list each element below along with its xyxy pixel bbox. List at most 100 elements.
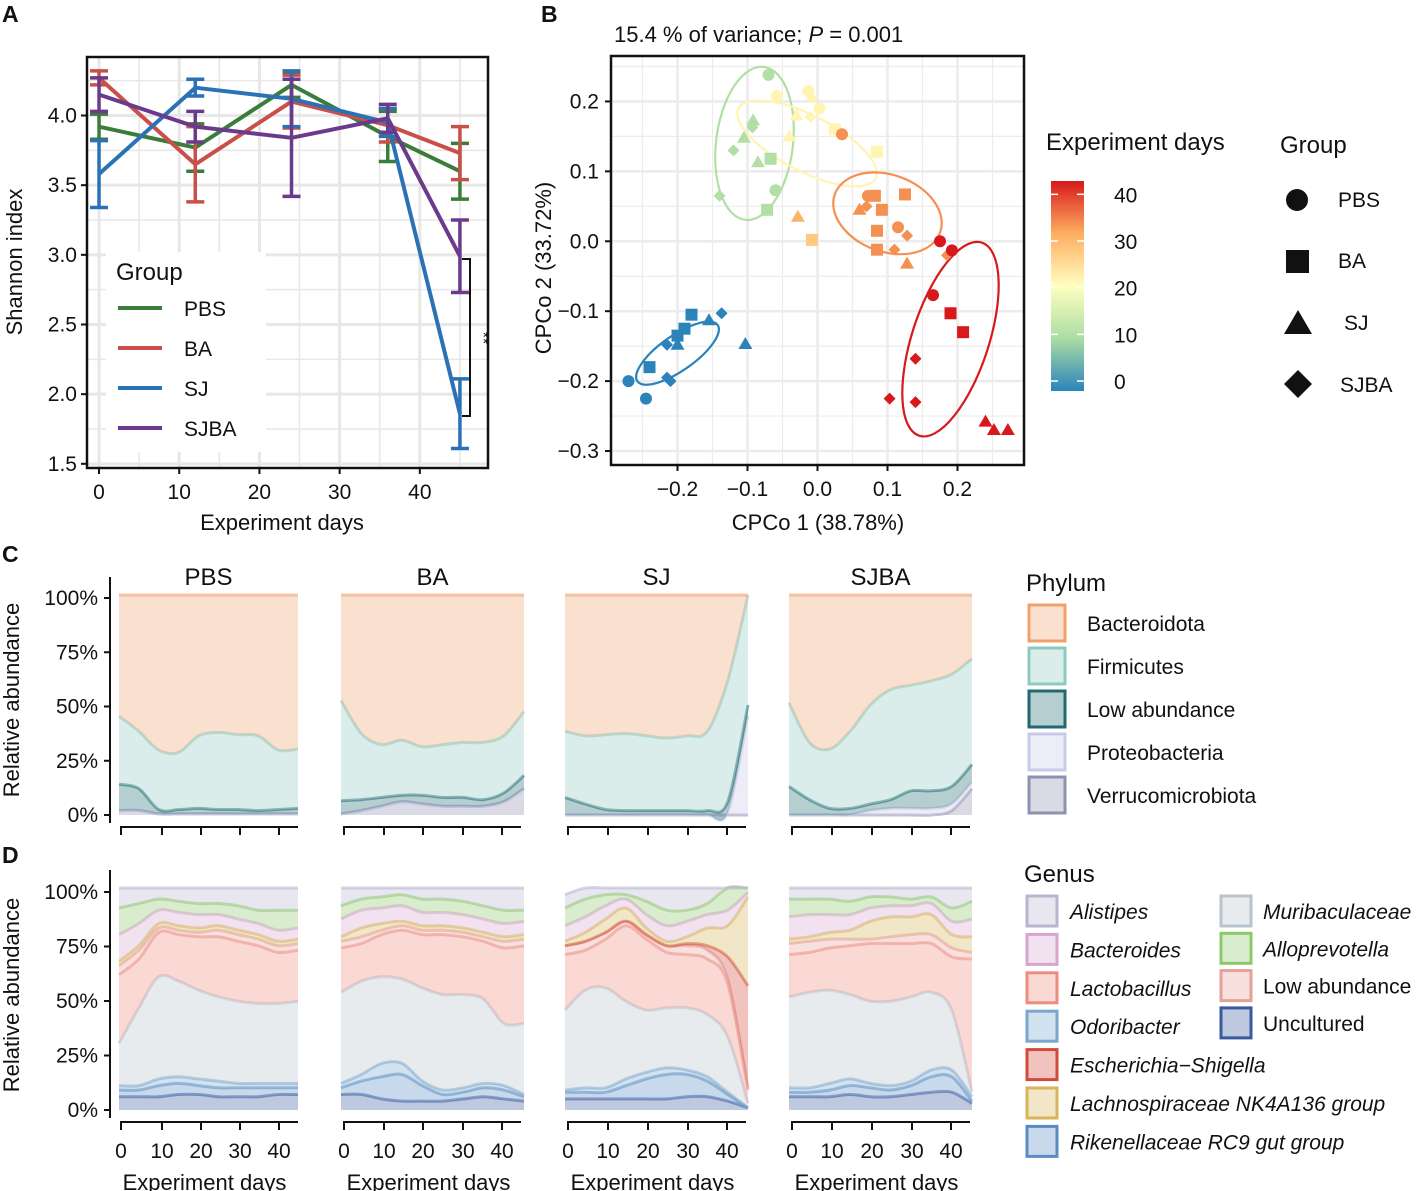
x-tick-label: 0 [115, 1140, 127, 1163]
point-pbs [622, 375, 635, 388]
area-edge-bacteroides [788, 901, 973, 924]
x-tick-label: 30 [228, 1140, 251, 1163]
area-edge-rikenellaceae-rc9-gut-group [118, 1081, 298, 1092]
area-edge-lactobacillus [788, 941, 973, 961]
point-sjba [883, 392, 896, 405]
area-lactobacillus [565, 925, 748, 1104]
legend-label-alloprevotella: Alloprevotella [1261, 938, 1389, 961]
x-tick-label: 0.0 [803, 478, 832, 501]
area-edge-lachnospiraceae-nk4a136-group [118, 920, 299, 963]
point-sjba [909, 396, 922, 409]
x-tick-label: 40 [490, 1140, 513, 1163]
panel-b-xlabel: CPCo 1 (38.78%) [732, 510, 904, 535]
area-bacteroides [341, 905, 524, 937]
area-odoribacter [119, 1076, 298, 1091]
area-edge-odoribacter [788, 1066, 974, 1098]
panel-b-letter: B [541, 1, 558, 27]
point-sj [852, 202, 867, 215]
y-tick-label: −0.2 [558, 370, 599, 393]
area-alistipes [789, 888, 972, 909]
panel-a-legend-title: Group [116, 259, 183, 286]
legend-swatch-lachnospiraceae-nk4a136-group [1025, 1086, 1059, 1120]
area-bacteroidota [341, 595, 524, 747]
diamond-icon [1284, 370, 1312, 398]
panel-d-legend-title: Genus [1024, 861, 1095, 888]
area-edge-firmicutes [339, 699, 526, 749]
panel-c-facets: PBS BA SJ SJBA [118, 564, 974, 835]
panel-a-xlabel: Experiment days [200, 510, 364, 535]
colorbar-ticks: 0 10 20 30 40 [1051, 184, 1137, 394]
area-uncultured [789, 1091, 972, 1110]
area-edge-low-abundance [340, 924, 525, 943]
x-tick-label: 10 [372, 1140, 395, 1163]
x-tick-label: 40 [715, 1140, 738, 1163]
x-tick-label: 0 [93, 481, 105, 504]
panel-b: B 15.4 % of variance; P = 0.001 −0.3 −0.2… [531, 1, 1393, 535]
legend-swatch-uncultured [1219, 1006, 1253, 1040]
facet-sjba: SJBA [787, 564, 974, 835]
y-tick-label: 25% [56, 1045, 98, 1068]
x-tick-label: 0.2 [943, 478, 972, 501]
area-edge-firmicutes [564, 594, 750, 740]
y-tick-label: 0.1 [570, 160, 599, 183]
area-lactobacillus [341, 930, 524, 1026]
facet-sjba: SJBA010203040Experiment days [786, 886, 974, 1191]
area-edge-low-abundance [118, 782, 299, 813]
legend-label-low-abundance: Low abundance [1263, 976, 1411, 999]
x-tick-label: 40 [939, 1140, 962, 1163]
confidence-ellipse [714, 65, 795, 222]
legend-label-verrucomicrobiota: Verrucomicrobiota [1087, 785, 1257, 808]
area-low-abundance [565, 705, 748, 821]
facet-pbs: PBS010203040Experiment days [115, 886, 299, 1191]
y-tick-label: 2.0 [48, 383, 77, 406]
point-ba [871, 224, 883, 237]
y-tick-label: 1.5 [48, 453, 77, 476]
point-sj [670, 337, 685, 350]
area-edge-bacteroides [564, 891, 750, 928]
y-tick-label: −0.1 [558, 300, 599, 323]
area-lactobacillus [119, 930, 298, 1044]
area-edge-proteobacteria [340, 787, 525, 816]
panel-d-facets: PBS010203040Experiment daysBA010203040Ex… [115, 884, 974, 1191]
x-tick-label: 20 [860, 1140, 883, 1163]
area-low-abundance [119, 784, 298, 815]
area-bacteroidota [789, 595, 972, 750]
point-pbs [861, 189, 874, 202]
point-sj [746, 113, 761, 126]
point-pbs [640, 392, 652, 405]
y-tick-label: 50% [56, 696, 98, 719]
point-sj [790, 209, 805, 222]
panel-b-title: 15.4 % of variance; P = 0.001 [614, 22, 903, 47]
panel-b-x-ticks: −0.2 −0.1 0.0 0.1 0.2 [657, 465, 972, 501]
area-edge-firmicutes [787, 657, 973, 752]
x-tick-label: 0.1 [873, 478, 902, 501]
legend-label-escherichia-shigella: Escherichia−Shigella [1070, 1055, 1266, 1078]
shape-legend-title: Group [1280, 132, 1347, 159]
point-pbs [836, 128, 848, 141]
facet-pbs: PBS [118, 564, 299, 835]
panel-d-y-ticks: 0% 25% 50% 75% 100% [44, 881, 110, 1122]
area-firmicutes [119, 716, 298, 812]
area-bacteroidota [565, 595, 748, 738]
area-low-abundance [341, 925, 524, 949]
x-tick-label: 30 [328, 481, 351, 504]
area-edge-lactobacillus [118, 929, 299, 976]
colorbar-tick-label: 20 [1114, 278, 1137, 301]
confidence-ellipse [901, 240, 1000, 438]
x-tick-label: 20 [248, 481, 271, 504]
series-line-sjba [98, 92, 462, 258]
point-pbs [770, 89, 783, 102]
facet-sj: SJ010203040Experiment days [562, 884, 750, 1191]
x-tick-label: 30 [676, 1140, 699, 1163]
area-edge-alloprevotella [340, 893, 525, 913]
area-edge-low-abundance [788, 932, 973, 954]
legend-swatch-verrucomicrobiota [1027, 775, 1067, 815]
area-edge-muribaculaceae [563, 985, 750, 1104]
point-pbs [762, 68, 775, 81]
y-tick-label: 3.0 [48, 244, 77, 267]
legend-label-low-abundance: Low abundance [1087, 699, 1235, 722]
area-edge-alloprevotella [118, 897, 298, 913]
circle-icon [1286, 189, 1308, 211]
area-alloprevotella [341, 894, 524, 924]
point-pbs [813, 102, 826, 115]
